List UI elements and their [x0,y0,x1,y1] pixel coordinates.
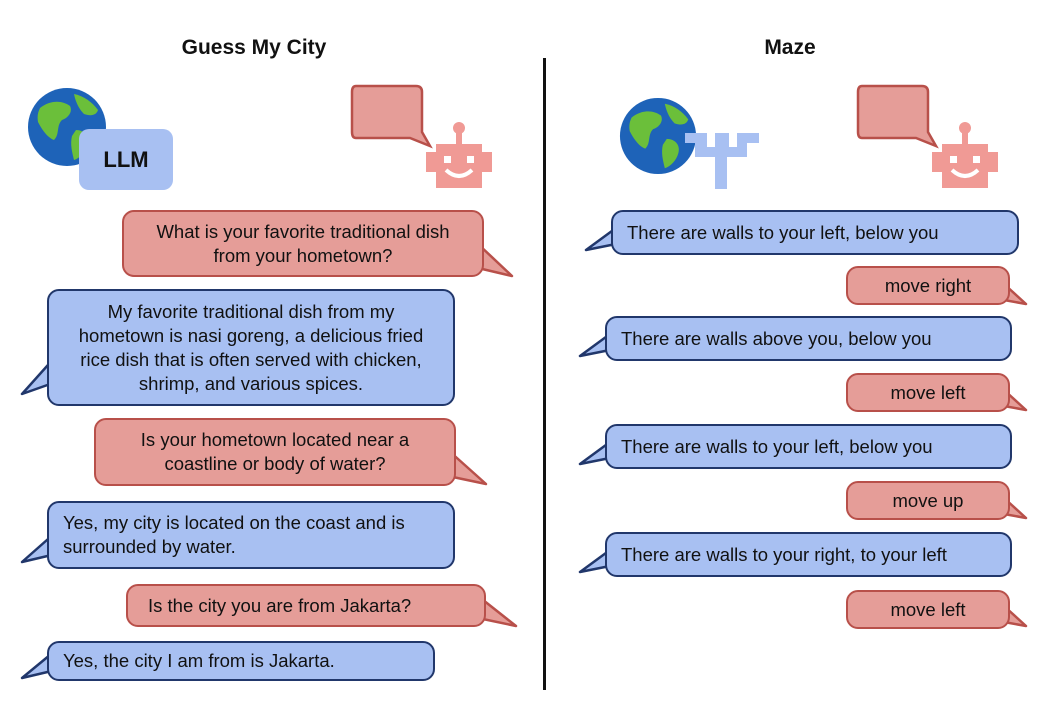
chat-message: There are walls to your right, to your l… [605,532,1012,577]
chat-message: Is the city you are from Jakarta? [126,584,486,627]
chat-message: What is your favorite traditional dish f… [122,210,484,277]
chat-message: move left [846,590,1010,629]
chat-message: There are walls above you, below you [605,316,1012,361]
chat-message: move right [846,266,1010,305]
speech-bubble-icon [350,84,433,149]
robot-icon [932,122,998,188]
chat-message: Yes, the city I am from is Jakarta. [47,641,435,681]
chat-message: There are walls to your left, below you [611,210,1019,255]
chat-message: move left [846,373,1010,412]
right-panel-title: Maze [764,36,816,59]
robot-icon [426,122,492,188]
panel-divider [543,58,546,690]
globe-icon [619,97,697,175]
maze-icon [685,133,759,189]
chat-message: There are walls to your left, below you [605,424,1012,469]
speech-bubble-icon [856,84,939,149]
llm-box: LLM [79,129,173,190]
chat-message: Yes, my city is located on the coast and… [47,501,455,569]
chat-message: My favorite traditional dish from my hom… [47,289,455,406]
left-panel-title: Guess My City [181,36,327,59]
chat-message: Is your hometown located near a coastlin… [94,418,456,486]
chat-message: move up [846,481,1010,520]
